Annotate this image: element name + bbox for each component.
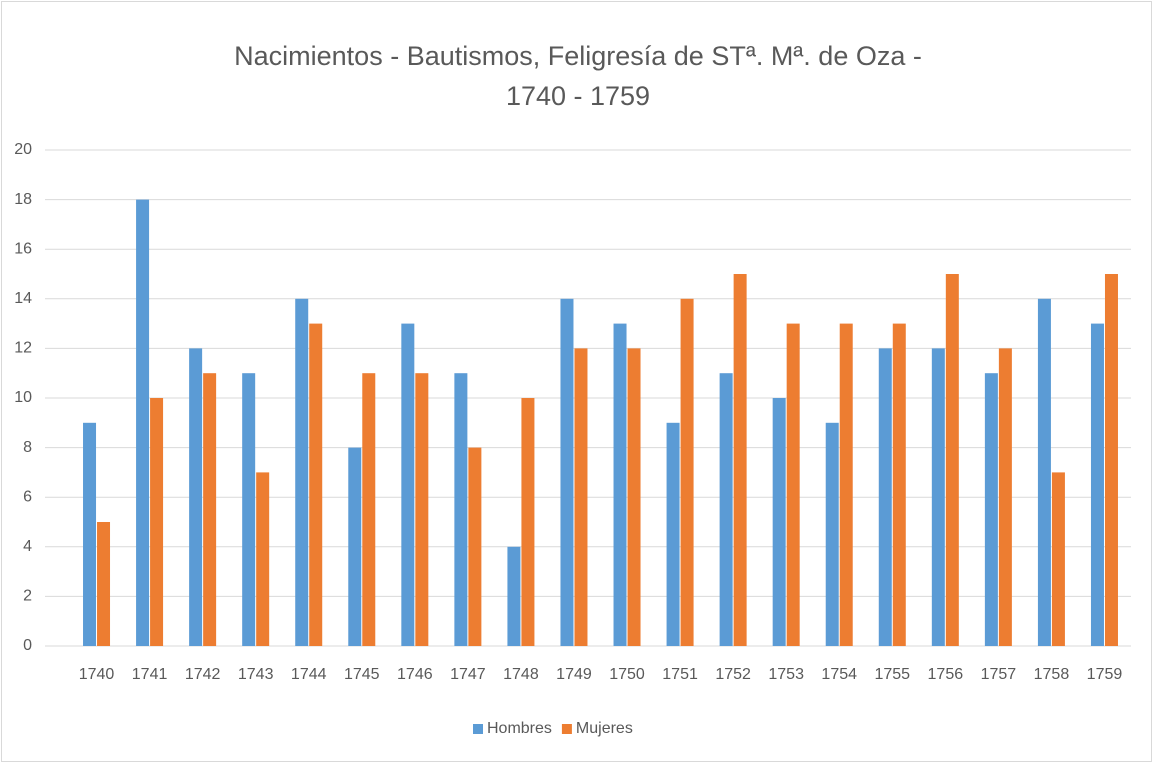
- x-tick-label: 1741: [132, 666, 168, 683]
- bar: [772, 398, 786, 646]
- bar: [733, 274, 747, 646]
- bar: [878, 348, 892, 646]
- x-tick-label: 1749: [556, 666, 592, 683]
- y-tick-label: 20: [14, 141, 32, 158]
- x-tick-label: 1740: [79, 666, 115, 683]
- y-tick-label: 2: [23, 588, 32, 605]
- bar: [242, 373, 256, 646]
- x-tick-label: 1752: [715, 666, 751, 683]
- bar: [468, 447, 482, 646]
- bar: [574, 348, 588, 646]
- legend-label: Mujeres: [576, 720, 633, 737]
- bar: [454, 373, 468, 646]
- bar: [362, 373, 376, 646]
- x-tick-label: 1746: [397, 666, 433, 683]
- x-tick-label: 1751: [662, 666, 698, 683]
- bar: [401, 323, 415, 646]
- y-tick-label: 6: [23, 488, 32, 505]
- bar: [150, 398, 164, 646]
- bar: [786, 323, 800, 646]
- bar: [984, 373, 998, 646]
- x-tick-label: 1744: [291, 666, 327, 683]
- bar: [839, 323, 853, 646]
- chart-title: Nacimientos - Bautismos, Feligresía de S…: [234, 41, 922, 111]
- bar: [415, 373, 429, 646]
- bar: [189, 348, 203, 646]
- x-tick-label: 1755: [874, 666, 910, 683]
- bar: [309, 323, 323, 646]
- bar: [1051, 472, 1065, 646]
- bar: [83, 422, 97, 646]
- bar: [1104, 274, 1118, 646]
- bar: [1090, 323, 1104, 646]
- x-tick-label: 1758: [1034, 666, 1070, 683]
- y-tick-label: 16: [14, 240, 32, 257]
- legend-swatch: [561, 724, 572, 734]
- y-tick-label: 18: [14, 191, 32, 208]
- y-tick-label: 14: [14, 290, 32, 307]
- bar: [348, 447, 362, 646]
- bar: [295, 298, 309, 646]
- y-tick-label: 8: [23, 439, 32, 456]
- y-tick-label: 12: [14, 340, 32, 357]
- bar: [945, 274, 959, 646]
- bar: [680, 298, 694, 646]
- x-tick-label: 1759: [1087, 666, 1123, 683]
- bar: [719, 373, 733, 646]
- legend-label: Hombres: [487, 720, 552, 737]
- x-tick-label: 1753: [768, 666, 804, 683]
- bar: [560, 298, 574, 646]
- bar: [613, 323, 627, 646]
- x-tick-label: 1750: [609, 666, 645, 683]
- x-tick-label: 1757: [981, 666, 1017, 683]
- bar: [627, 348, 641, 646]
- y-tick-label: 4: [23, 538, 32, 555]
- x-tick-label: 1747: [450, 666, 486, 683]
- x-tick-label: 1745: [344, 666, 380, 683]
- legend-swatch: [473, 724, 483, 734]
- bar: [507, 546, 521, 646]
- bar: [97, 522, 111, 646]
- y-tick-label: 10: [14, 389, 32, 406]
- bar: [136, 199, 150, 646]
- y-tick-label: 0: [23, 637, 32, 654]
- bar: [256, 472, 270, 646]
- bar: [203, 373, 217, 646]
- bar: [1037, 298, 1051, 646]
- bar: [521, 398, 535, 646]
- x-tick-label: 1748: [503, 666, 539, 683]
- x-tick-label: 1756: [928, 666, 964, 683]
- x-tick-label: 1743: [238, 666, 274, 683]
- x-tick-label: 1742: [185, 666, 221, 683]
- bar: [998, 348, 1012, 646]
- bar: [825, 422, 839, 646]
- bar: [892, 323, 906, 646]
- bar: [931, 348, 945, 646]
- x-tick-label: 1754: [821, 666, 857, 683]
- bar: [666, 422, 680, 646]
